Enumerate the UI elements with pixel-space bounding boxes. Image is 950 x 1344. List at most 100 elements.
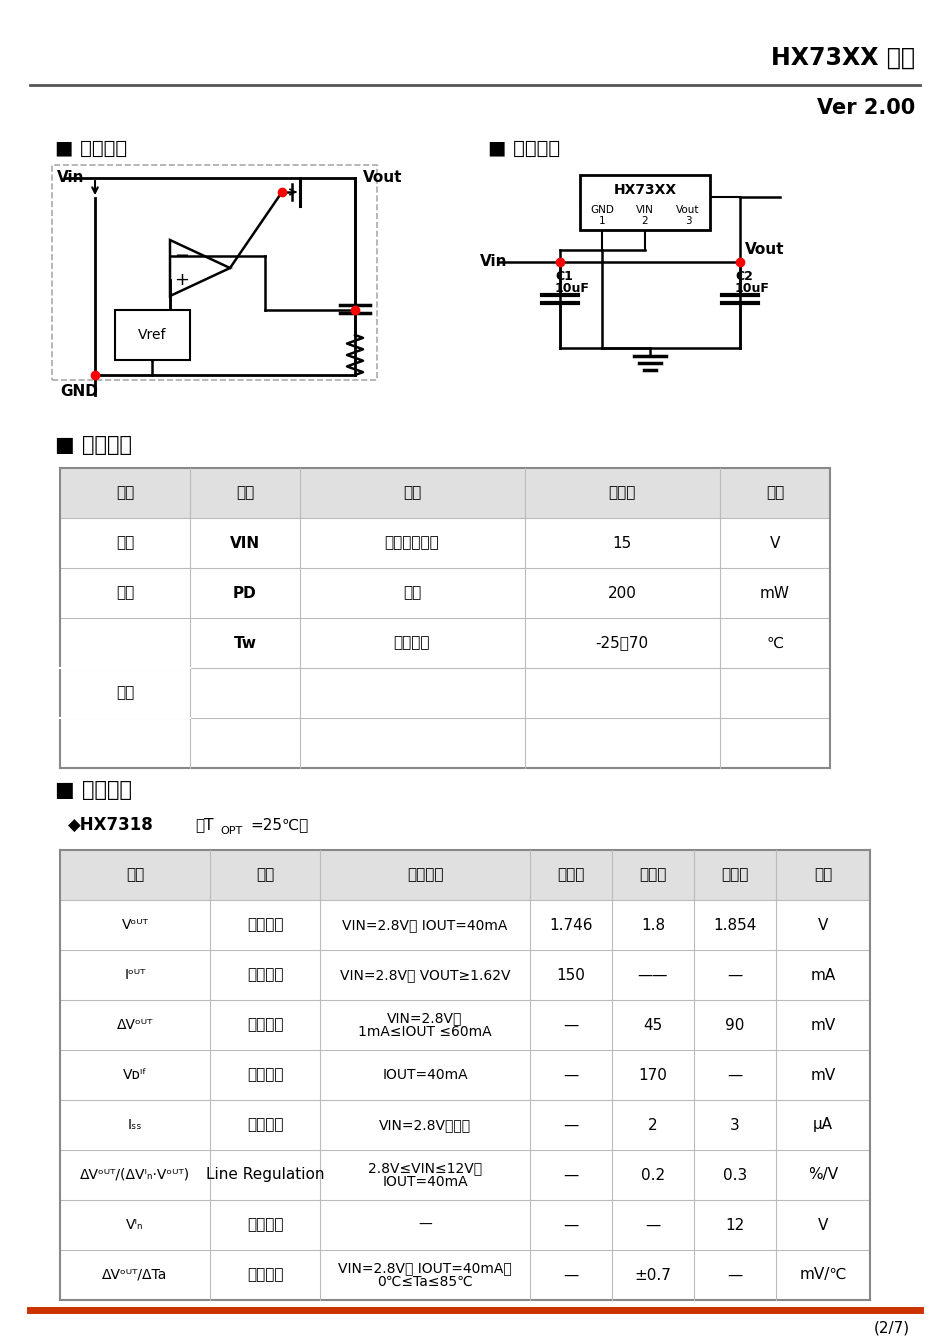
Text: —: — [563, 1218, 579, 1232]
Text: Vout: Vout [363, 171, 403, 185]
Text: ΔVᵒᵁᵀ/ΔTa: ΔVᵒᵁᵀ/ΔTa [103, 1267, 168, 1282]
Text: 输出电流: 输出电流 [247, 968, 283, 982]
Text: ■ 电学特性: ■ 电学特性 [55, 780, 132, 800]
Text: Vᴅᴵᶠ: Vᴅᴵᶠ [123, 1068, 147, 1082]
Bar [60, 849, 870, 900]
Text: 2: 2 [648, 1117, 657, 1133]
Text: Vout: Vout [676, 206, 700, 215]
Text: 0.2: 0.2 [641, 1168, 665, 1183]
Text: 功耗: 功耗 [116, 586, 134, 601]
Text: 最大输入电压: 最大输入电压 [385, 535, 439, 551]
Text: 静态电流: 静态电流 [247, 1117, 283, 1133]
Text: 1.8: 1.8 [641, 918, 665, 933]
Text: 极限值: 极限值 [608, 485, 636, 500]
Text: 符号: 符号 [125, 867, 144, 883]
Text: GND: GND [60, 384, 98, 399]
Text: IOUT=40mA: IOUT=40mA [382, 1175, 467, 1189]
Bar [60, 468, 830, 517]
Text: —: — [645, 1218, 660, 1232]
Text: 单位: 单位 [814, 867, 832, 883]
Text: 符号: 符号 [236, 485, 255, 500]
Text: ◆HX7318: ◆HX7318 [68, 816, 154, 835]
Text: 3: 3 [731, 1117, 740, 1133]
Text: mW: mW [760, 586, 790, 601]
Bar [60, 849, 870, 1300]
Text: Vᵒᵁᵀ: Vᵒᵁᵀ [122, 918, 148, 931]
Text: mV: mV [810, 1017, 836, 1032]
Text: 10uF: 10uF [735, 282, 770, 296]
Text: 温度: 温度 [116, 685, 134, 700]
Text: 1.854: 1.854 [713, 918, 757, 933]
Text: C1: C1 [555, 270, 573, 284]
Text: %/V: %/V [808, 1168, 838, 1183]
Text: C2: C2 [735, 270, 752, 284]
Text: 150: 150 [557, 968, 585, 982]
Text: VIN=2.8V，空载: VIN=2.8V，空载 [379, 1118, 471, 1132]
Text: =25℃）: =25℃） [250, 817, 308, 832]
Text: 0℃≤Ta≤85℃: 0℃≤Ta≤85℃ [377, 1275, 473, 1289]
Text: 温度系数: 温度系数 [247, 1267, 283, 1282]
Text: OPT: OPT [220, 827, 242, 836]
Bar [580, 175, 710, 230]
Text: 输出电压: 输出电压 [247, 918, 283, 933]
Text: 输入电压: 输入电压 [247, 1218, 283, 1232]
Text: ——: —— [637, 968, 668, 982]
Text: —: — [728, 1267, 743, 1282]
Text: （T: （T [195, 817, 214, 832]
Text: 1: 1 [598, 216, 605, 226]
Text: ■ 原理框图: ■ 原理框图 [55, 138, 127, 157]
Text: —: — [728, 1067, 743, 1082]
Text: 最小值: 最小值 [558, 867, 584, 883]
Text: 12: 12 [726, 1218, 745, 1232]
Text: V: V [818, 918, 828, 933]
Text: 功耗: 功耗 [403, 586, 421, 601]
Text: —: — [418, 1218, 432, 1232]
Text: 1.746: 1.746 [549, 918, 593, 933]
Text: Vᴵₙ: Vᴵₙ [126, 1218, 143, 1232]
Text: 测试条件: 测试条件 [407, 867, 444, 883]
Text: 45: 45 [643, 1017, 663, 1032]
Text: ΔVᵒᵁᵀ/(ΔVᴵₙ·Vᵒᵁᵀ): ΔVᵒᵁᵀ/(ΔVᴵₙ·Vᵒᵁᵀ) [80, 1168, 190, 1181]
Text: Line Regulation: Line Regulation [206, 1168, 324, 1183]
Text: VIN=2.8V，: VIN=2.8V， [388, 1011, 463, 1025]
Text: 单位: 单位 [766, 485, 784, 500]
Text: Vref: Vref [138, 328, 166, 341]
Text: Vin: Vin [480, 254, 507, 270]
Text: 参数: 参数 [256, 867, 275, 883]
Text: VIN: VIN [230, 535, 260, 551]
Text: mV/℃: mV/℃ [799, 1267, 846, 1282]
Text: —: — [563, 1017, 579, 1032]
Text: ±0.7: ±0.7 [635, 1267, 672, 1282]
Text: —: — [563, 1168, 579, 1183]
Text: 90: 90 [725, 1017, 745, 1032]
Text: 项目: 项目 [116, 485, 134, 500]
Text: HX73XX 系列: HX73XX 系列 [771, 46, 915, 70]
Text: 跳落电压: 跳落电压 [247, 1067, 283, 1082]
Text: (2/7): (2/7) [874, 1321, 910, 1336]
Bar [60, 468, 830, 767]
Text: Iₛₛ: Iₛₛ [127, 1118, 142, 1132]
Text: VIN: VIN [636, 206, 654, 215]
Text: —: — [563, 1267, 579, 1282]
Text: ■ 应用电路: ■ 应用电路 [488, 138, 560, 157]
Text: 1mA≤IOUT ≤60mA: 1mA≤IOUT ≤60mA [358, 1025, 492, 1039]
Text: -25～70: -25～70 [596, 636, 649, 650]
Bar [52, 165, 377, 380]
Text: 工作温度: 工作温度 [393, 636, 430, 650]
Text: 0.3: 0.3 [723, 1168, 747, 1183]
Text: Iᵒᵁᵀ: Iᵒᵁᵀ [124, 968, 145, 982]
Text: 最大值: 最大值 [721, 867, 749, 883]
Text: μA: μA [813, 1117, 833, 1133]
Text: 电压: 电压 [116, 535, 134, 551]
Text: 200: 200 [608, 586, 636, 601]
Text: GND: GND [590, 206, 614, 215]
Text: Vout: Vout [745, 242, 785, 258]
Text: ℃: ℃ [767, 636, 784, 650]
Text: Ver 2.00: Ver 2.00 [817, 98, 915, 118]
Text: PD: PD [233, 586, 256, 601]
Text: VIN=2.8V， IOUT=40mA，: VIN=2.8V， IOUT=40mA， [338, 1261, 512, 1275]
Text: 10uF: 10uF [555, 282, 590, 296]
Text: 参数: 参数 [403, 485, 421, 500]
Text: V: V [818, 1218, 828, 1232]
Text: —: — [563, 1067, 579, 1082]
